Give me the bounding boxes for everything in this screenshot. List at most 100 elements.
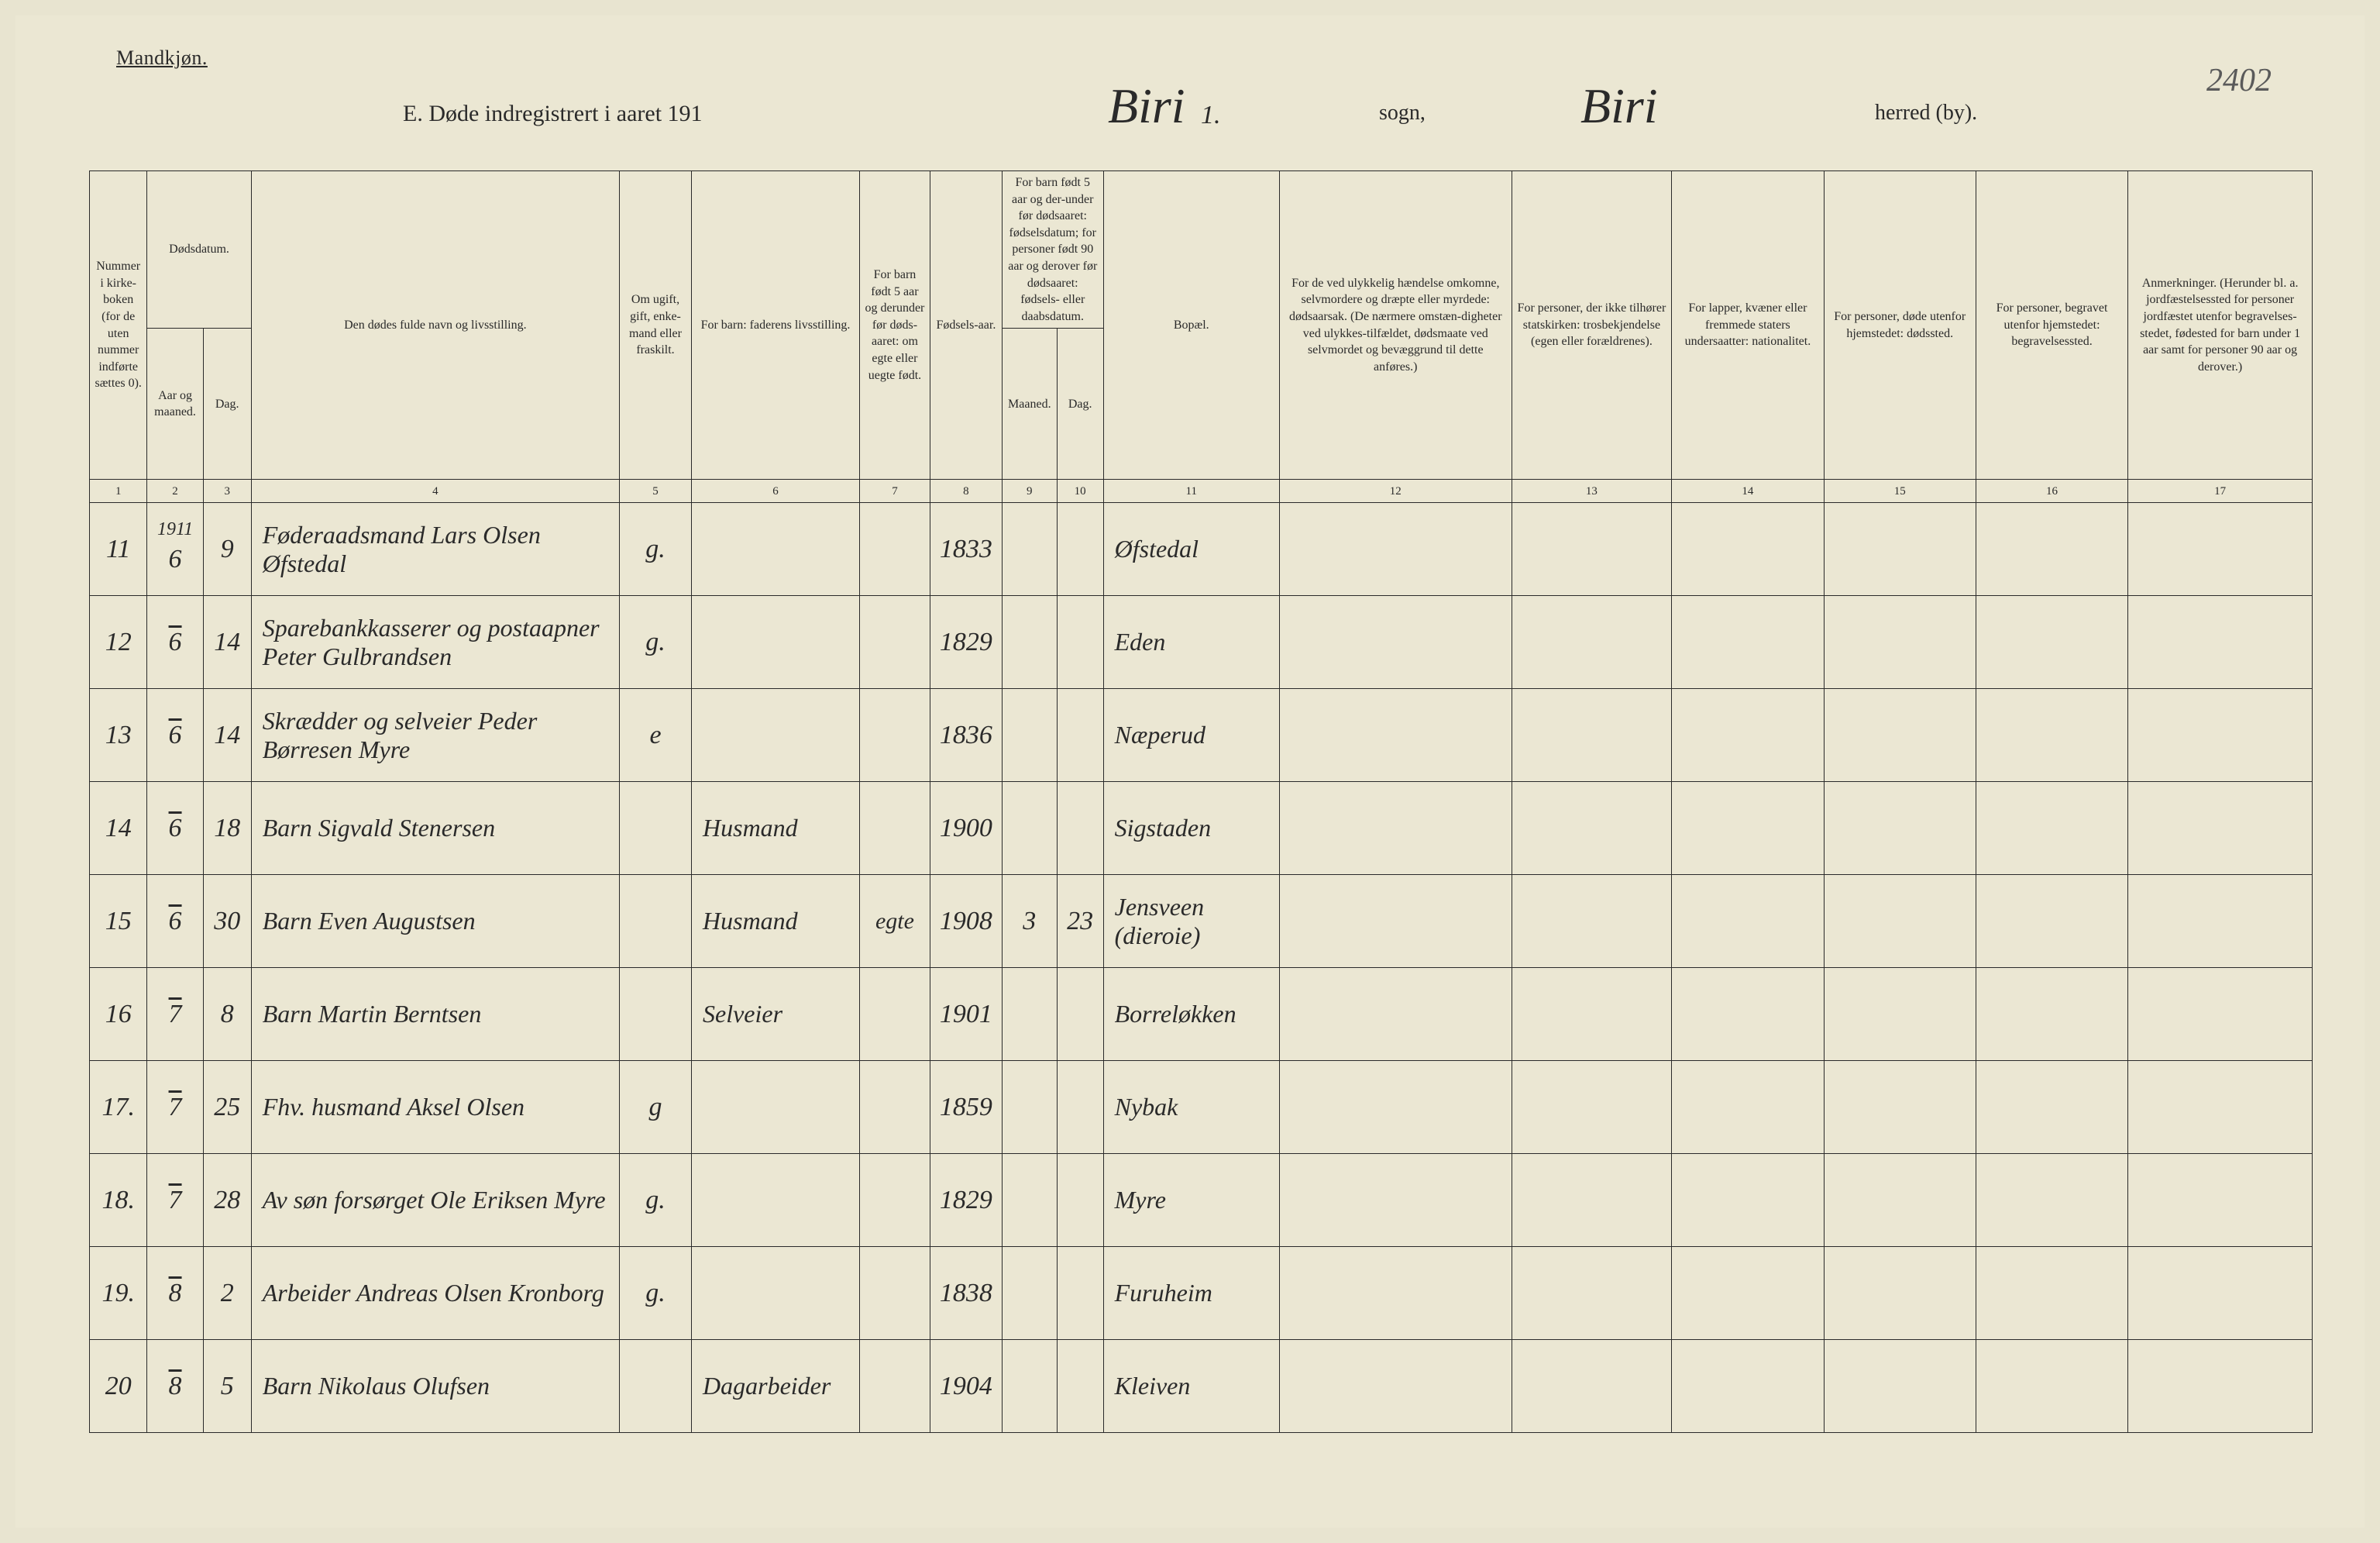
cell-name: Skrædder og selveier Peder Børresen Myre bbox=[251, 689, 619, 782]
col-header-5: Om ugift, gift, enke-mand eller fraskilt… bbox=[620, 171, 692, 480]
district-name: Biri bbox=[1580, 77, 1658, 135]
col-header-11: Bopæl. bbox=[1103, 171, 1279, 480]
col-header-2-top: Dødsdatum. bbox=[147, 171, 251, 329]
cell-15 bbox=[1824, 1247, 1976, 1340]
cell-father: Husmand bbox=[692, 782, 860, 875]
column-number-row: 1 2 3 4 5 6 7 8 9 10 11 12 13 14 15 16 1… bbox=[90, 480, 2313, 503]
cell-name: Arbeider Andreas Olsen Kronborg bbox=[251, 1247, 619, 1340]
cell-15 bbox=[1824, 782, 1976, 875]
cell-num: 16 bbox=[90, 968, 147, 1061]
cell-bd: 23 bbox=[1057, 875, 1103, 968]
cell-month: 7 bbox=[147, 968, 203, 1061]
cell-day: 14 bbox=[203, 596, 251, 689]
cell-bm: 3 bbox=[1002, 875, 1057, 968]
table-body: 11 19116 9 Føderaadsmand Lars Olsen Øfst… bbox=[90, 503, 2313, 1433]
cell-14 bbox=[1672, 689, 1824, 782]
cell-17 bbox=[2128, 689, 2313, 782]
cell-14 bbox=[1672, 596, 1824, 689]
cell-month: 8 bbox=[147, 1340, 203, 1433]
cell-legit bbox=[859, 782, 930, 875]
cell-12 bbox=[1279, 1340, 1512, 1433]
ledger-page: Mandkjøn. E. Døde indregistrert i aaret … bbox=[15, 15, 2365, 1528]
colnum-8: 8 bbox=[930, 480, 1002, 503]
cell-birthyear: 1904 bbox=[930, 1340, 1002, 1433]
cell-17 bbox=[2128, 596, 2313, 689]
parish-label: sogn, bbox=[1379, 101, 1426, 126]
col-header-1: Nummer i kirke-boken (for de uten nummer… bbox=[90, 171, 147, 480]
cell-birthyear: 1908 bbox=[930, 875, 1002, 968]
cell-civil: e bbox=[620, 689, 692, 782]
cell-legit bbox=[859, 1061, 930, 1154]
cell-13 bbox=[1512, 1061, 1672, 1154]
cell-place: Furuheim bbox=[1103, 1247, 1279, 1340]
cell-place: Jensveen (dieroie) bbox=[1103, 875, 1279, 968]
cell-bm bbox=[1002, 1340, 1057, 1433]
cell-civil bbox=[620, 968, 692, 1061]
cell-num: 11 bbox=[90, 503, 147, 596]
cell-place: Næperud bbox=[1103, 689, 1279, 782]
cell-13 bbox=[1512, 596, 1672, 689]
cell-15 bbox=[1824, 1340, 1976, 1433]
colnum-11: 11 bbox=[1103, 480, 1279, 503]
cell-civil: g. bbox=[620, 1247, 692, 1340]
col-header-16: For personer, begravet utenfor hjemstede… bbox=[1976, 171, 2127, 480]
cell-father bbox=[692, 1247, 860, 1340]
table-row: 14 6 18 Barn Sigvald Stenersen Husmand 1… bbox=[90, 782, 2313, 875]
colnum-2: 2 bbox=[147, 480, 203, 503]
cell-bm bbox=[1002, 1247, 1057, 1340]
cell-12 bbox=[1279, 968, 1512, 1061]
cell-14 bbox=[1672, 503, 1824, 596]
table-row: 20 8 5 Barn Nikolaus Olufsen Dagarbeider… bbox=[90, 1340, 2313, 1433]
cell-month: 6 bbox=[147, 782, 203, 875]
colnum-13: 13 bbox=[1512, 480, 1672, 503]
cell-17 bbox=[2128, 782, 2313, 875]
cell-name: Barn Even Augustsen bbox=[251, 875, 619, 968]
cell-14 bbox=[1672, 968, 1824, 1061]
cell-13 bbox=[1512, 968, 1672, 1061]
cell-num: 17. bbox=[90, 1061, 147, 1154]
cell-civil bbox=[620, 782, 692, 875]
cell-bd bbox=[1057, 1154, 1103, 1247]
cell-name: Barn Martin Berntsen bbox=[251, 968, 619, 1061]
cell-16 bbox=[1976, 1154, 2127, 1247]
cell-legit bbox=[859, 689, 930, 782]
cell-day: 18 bbox=[203, 782, 251, 875]
cell-legit bbox=[859, 968, 930, 1061]
cell-15 bbox=[1824, 875, 1976, 968]
cell-place: Borreløkken bbox=[1103, 968, 1279, 1061]
cell-num: 18. bbox=[90, 1154, 147, 1247]
cell-num: 14 bbox=[90, 782, 147, 875]
cell-bm bbox=[1002, 968, 1057, 1061]
colnum-17: 17 bbox=[2128, 480, 2313, 503]
colnum-10: 10 bbox=[1057, 480, 1103, 503]
cell-birthyear: 1859 bbox=[930, 1061, 1002, 1154]
cell-birthyear: 1838 bbox=[930, 1247, 1002, 1340]
cell-civil: g bbox=[620, 1061, 692, 1154]
cell-civil: g. bbox=[620, 596, 692, 689]
cell-16 bbox=[1976, 1061, 2127, 1154]
cell-place: Nybak bbox=[1103, 1061, 1279, 1154]
cell-month-val: 6 bbox=[169, 545, 182, 573]
cell-name: Av søn forsørget Ole Eriksen Myre bbox=[251, 1154, 619, 1247]
cell-bm bbox=[1002, 1061, 1057, 1154]
col-header-15: For personer, døde utenfor hjemstedet: d… bbox=[1824, 171, 1976, 480]
col-header-17: Anmerkninger. (Herunder bl. a. jordfæste… bbox=[2128, 171, 2313, 480]
cell-month: 6 bbox=[147, 875, 203, 968]
cell-place: Øfstedal bbox=[1103, 503, 1279, 596]
cell-month: 8 bbox=[147, 1247, 203, 1340]
table-row: 15 6 30 Barn Even Augustsen Husmand egte… bbox=[90, 875, 2313, 968]
district-label: herred (by). bbox=[1875, 101, 1977, 126]
cell-17 bbox=[2128, 1154, 2313, 1247]
cell-13 bbox=[1512, 1154, 1672, 1247]
colnum-15: 15 bbox=[1824, 480, 1976, 503]
cell-month: 6 bbox=[147, 689, 203, 782]
cell-num: 15 bbox=[90, 875, 147, 968]
colnum-1: 1 bbox=[90, 480, 147, 503]
cell-day: 14 bbox=[203, 689, 251, 782]
cell-legit bbox=[859, 1340, 930, 1433]
col-header-7: For barn født 5 aar og derunder før døds… bbox=[859, 171, 930, 480]
colnum-6: 6 bbox=[692, 480, 860, 503]
table-header: Nummer i kirke-boken (for de uten nummer… bbox=[90, 171, 2313, 503]
cell-month: 7 bbox=[147, 1154, 203, 1247]
col-header-13: For personer, der ikke tilhører statskir… bbox=[1512, 171, 1672, 480]
